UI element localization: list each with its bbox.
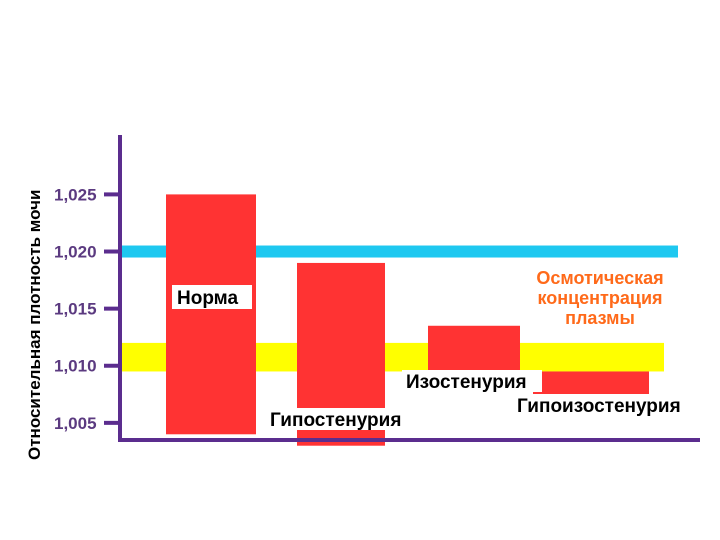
- y-axis-label: Относительная плотность мочи: [25, 190, 44, 460]
- y-tick-label: 1,020: [54, 243, 97, 262]
- hypo-label-box: Гипостенурия: [266, 408, 416, 431]
- category-label-isosthenuria: Изостенурия: [406, 372, 527, 393]
- bar-4: [533, 371, 649, 395]
- category-label-hypoisosthenuria: Гипоизостенурия: [517, 396, 681, 417]
- reference-line-1020: [122, 245, 678, 258]
- y-tick-label: 1,025: [54, 185, 97, 204]
- osmotic-label-line-2: концентрация: [537, 288, 662, 308]
- bars: [166, 194, 649, 446]
- y-tick-label: 1,010: [54, 357, 97, 376]
- bar-1: [166, 194, 256, 435]
- bar-3: [428, 325, 520, 372]
- category-label-norma: Норма: [177, 288, 238, 309]
- osmotic-label-line-1: Осмотическая: [536, 268, 663, 288]
- y-tick-label: 1,005: [54, 414, 97, 433]
- iso-label-box: Изостенурия: [402, 370, 542, 393]
- hypoiso-label-box: Гипоизостенурия: [514, 394, 700, 417]
- osmotic-label-line-3: плазмы: [565, 308, 635, 328]
- norma-label-box: Норма: [172, 285, 252, 309]
- y-ticks: 1,025 1,020 1,015 1,010 1,005: [54, 185, 120, 433]
- y-tick-label: 1,015: [54, 300, 97, 319]
- category-label-hyposthenuria: Гипостенурия: [270, 410, 401, 431]
